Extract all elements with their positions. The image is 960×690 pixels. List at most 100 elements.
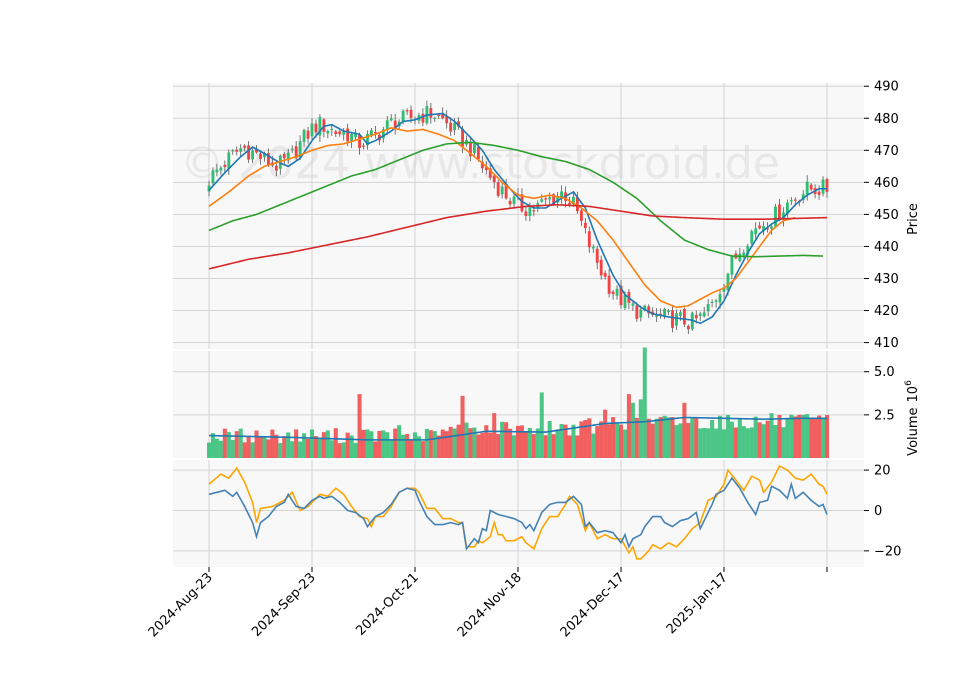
volume-bar xyxy=(448,426,453,458)
volume-bar xyxy=(765,420,770,458)
x-tick-label: 2024-Oct-21 xyxy=(353,570,421,638)
candle-body xyxy=(263,152,266,158)
candle-body xyxy=(762,226,766,232)
candle-body xyxy=(298,141,302,158)
candle-body xyxy=(243,145,247,148)
candle-body xyxy=(373,131,377,134)
volume-bar xyxy=(793,416,798,458)
volume-bar xyxy=(381,430,386,458)
oscillator-line-blue xyxy=(208,476,828,551)
y-tick-label: 20 xyxy=(874,464,891,479)
volume-bar xyxy=(313,436,318,458)
candle-body xyxy=(235,149,239,152)
candle-body xyxy=(461,128,464,147)
candle-body xyxy=(579,210,583,221)
candle-body xyxy=(476,147,480,160)
volume-bar xyxy=(250,442,255,458)
volume-bar xyxy=(674,425,679,458)
volume-bar xyxy=(682,402,687,458)
volume-bar xyxy=(575,435,580,458)
volume-bar xyxy=(670,417,675,458)
candle-body xyxy=(508,200,512,205)
candle-body xyxy=(231,150,235,152)
y-tick-label: 0 xyxy=(874,504,882,519)
candle-body xyxy=(326,130,330,134)
candle-body xyxy=(635,305,639,319)
volume-bar xyxy=(385,432,390,458)
candle-body xyxy=(643,305,647,311)
candle-body xyxy=(758,225,762,229)
candle-body xyxy=(801,194,805,200)
volume-bar xyxy=(294,429,299,458)
volume-bar xyxy=(349,435,354,458)
candle-body xyxy=(754,228,758,235)
watermark: © 2024 www.stockdroid.de xyxy=(180,138,780,189)
volume-bar xyxy=(468,428,473,458)
x-tick-label: 2024-Sep-23 xyxy=(249,570,319,640)
volume-bar xyxy=(690,418,695,458)
candle-body xyxy=(572,196,575,205)
volume-axis-label-text: Volume xyxy=(906,407,921,455)
candle-body xyxy=(607,275,611,294)
candle-body xyxy=(532,210,536,212)
ma-fast-line xyxy=(208,112,827,325)
ma-mid-line xyxy=(208,127,796,309)
candle-body xyxy=(667,310,670,313)
candle-body xyxy=(504,185,508,199)
volume-bar xyxy=(389,439,394,458)
volume-bar xyxy=(543,435,548,458)
volume-bar xyxy=(373,441,378,458)
volume-axis-label: Volume106 xyxy=(904,380,921,456)
volume-bar xyxy=(666,417,671,458)
candle-body xyxy=(663,308,667,317)
volume-bar xyxy=(745,428,750,458)
candle-body xyxy=(512,196,516,204)
y-tick-label: 2.5 xyxy=(874,408,895,423)
candle-body xyxy=(686,325,690,330)
volume-bar xyxy=(571,424,576,458)
volume-bar xyxy=(658,417,663,458)
volume-bar xyxy=(733,427,738,458)
volume-bar xyxy=(702,427,707,458)
y-tick-label: −20 xyxy=(874,544,901,559)
candle-body xyxy=(524,211,528,216)
candle-body xyxy=(480,161,484,169)
candle-body xyxy=(488,168,492,178)
candle-body xyxy=(702,312,706,317)
volume-bar xyxy=(694,417,699,458)
candle-body xyxy=(219,167,223,171)
candle-body xyxy=(433,117,437,120)
candle-body xyxy=(457,121,461,127)
x-tick-label: 2024-Aug-23 xyxy=(146,570,216,640)
candle-body xyxy=(266,153,270,165)
volume-bar xyxy=(444,431,449,458)
volume-bar xyxy=(686,422,691,458)
candle-body xyxy=(385,120,389,130)
ma-long-line xyxy=(208,203,828,270)
candle-body xyxy=(682,308,686,325)
candle-body xyxy=(366,134,369,146)
candle-body xyxy=(722,287,726,292)
volume-bar xyxy=(409,439,414,458)
candle-body xyxy=(671,310,674,328)
candle-body xyxy=(469,142,472,157)
volume-bar xyxy=(432,431,437,458)
candle-body xyxy=(274,165,278,171)
volume-bar xyxy=(678,423,683,458)
candle-body xyxy=(817,191,821,195)
candle-body xyxy=(310,123,314,137)
candle-body xyxy=(825,179,829,192)
candle-body xyxy=(520,194,524,212)
volume-bar xyxy=(777,414,782,458)
volume-bar xyxy=(567,435,572,458)
volume-bar xyxy=(583,420,588,458)
volume-bar xyxy=(424,428,429,458)
volume-bar xyxy=(210,433,215,458)
candle-body xyxy=(678,312,682,316)
oscillator-line-orange xyxy=(208,464,828,560)
volume-bar xyxy=(428,430,433,458)
volume-bar xyxy=(523,431,528,458)
candle-body xyxy=(623,294,627,309)
volume-bar xyxy=(535,428,540,458)
volume-bar xyxy=(206,442,212,458)
